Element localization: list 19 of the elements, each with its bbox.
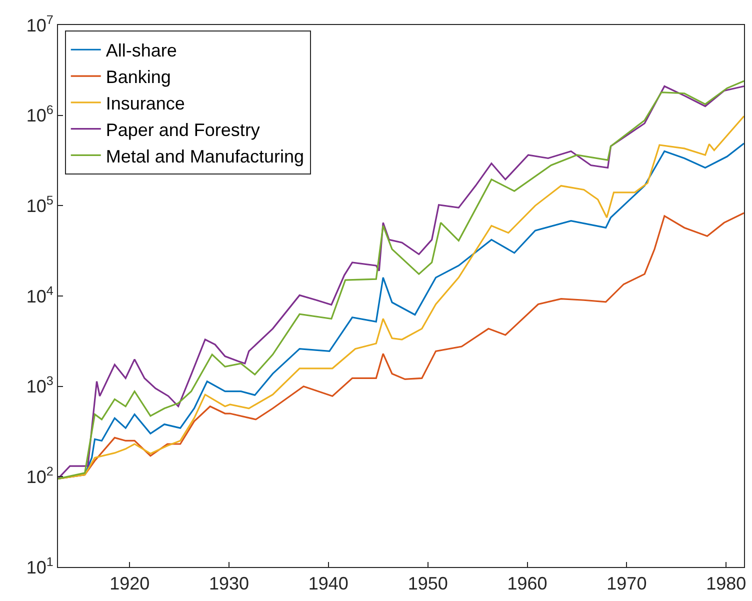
y-tick-label: 10$^{1}$: [26, 554, 54, 578]
y-tick-label: 10$^{6}$: [26, 103, 54, 126]
x-tick-label: 1940: [308, 574, 348, 594]
legend-label: Banking: [106, 67, 171, 88]
x-tick-label: 1980: [706, 574, 746, 594]
legend-label: Metal and Manufacturing: [106, 146, 304, 166]
y-tick-label: 10$^{7}$: [26, 12, 54, 36]
x-tick-label: 1930: [208, 574, 250, 594]
x-tick-label: 1920: [110, 574, 150, 594]
y-tick-label: 10$^{5}$: [26, 193, 54, 216]
legend-label: All-share: [106, 40, 177, 61]
x-tick-label: 1960: [507, 574, 548, 594]
y-tick-label: 10$^{3}$: [26, 374, 54, 397]
legend-label: Insurance: [106, 93, 185, 114]
y-tick-label: 10$^{4}$: [26, 284, 54, 306]
x-tick-label: 1950: [408, 574, 448, 594]
legend-label: Paper and Forestry: [106, 120, 260, 140]
x-tick-label: 1970: [606, 574, 647, 594]
y-tick-label: 10$^{2}$: [26, 464, 54, 487]
